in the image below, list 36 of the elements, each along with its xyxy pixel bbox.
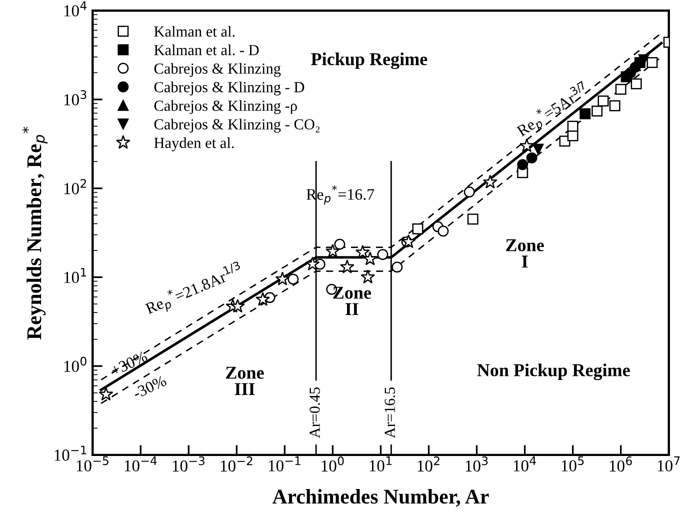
y-tick-label: 10$^{1}$ [64,268,86,284]
x-tick-label: 10$^{2}$ [418,456,440,472]
ref-line-label: Ar=0.45 [310,387,320,438]
annotation: Re$_{p}$$^{*}$=5Ar$^{3/7}$ [514,80,592,141]
legend-label: Kalman et al. - D [154,44,259,56]
ref-line-label: Ar=16.5 [384,387,396,438]
y-tick-label: 10$^{3}$ [64,90,86,106]
annotation: Zone III [226,366,264,396]
y-axis-title: Reynolds Number, Re$_{p}$$^{*}$ [22,126,48,340]
x-axis-title: Archimedes Number, Ar [272,489,489,507]
legend-label: Cabrejos & Klinzing [154,63,281,77]
x-tick-label: 10$^{−3}$ [172,456,204,472]
x-tick-label: 10$^{5}$ [562,456,584,472]
annotation: Zone I [506,239,544,268]
legend-label: Hayden et al. [154,137,234,152]
x-tick-label: 10$^{−4}$ [124,456,157,472]
annotation: -30% [132,375,168,400]
y-tick-label: 10$^{0}$ [64,356,86,372]
legend-label: Kalman et al. [154,26,235,37]
annotation: Pickup Regime [311,52,428,70]
annotation: Non Pickup Regime [477,364,630,380]
x-tick-label: 10$^{−2}$ [220,456,252,472]
y-tick-label: 10$^{4}$ [64,1,87,16]
x-tick-label: 10$^{1}$ [370,456,392,472]
x-tick-label: 10$^{7}$ [658,456,680,472]
annotation: Re$_{p}$$^{*}$=21.8Ar$^{1/3}$ [143,260,245,319]
legend-label: Cabrejos & Klinzing - CO₂ [154,118,320,133]
legend-label: Cabrejos & Klinzing - D [154,82,304,96]
x-tick-label: 10$^{6}$ [610,456,632,472]
annotation: Zone II [333,286,372,316]
legend-label: Cabrejos & Klinzing -ρ [154,100,297,114]
x-tick-label: 10$^{3}$ [466,456,488,472]
x-tick-label: 10$^{4}$ [514,456,536,472]
y-tick-label: 10$^{2}$ [64,179,86,194]
x-tick-label: 10$^{0}$ [322,456,344,472]
x-tick-label: 10$^{−1}$ [268,456,300,472]
